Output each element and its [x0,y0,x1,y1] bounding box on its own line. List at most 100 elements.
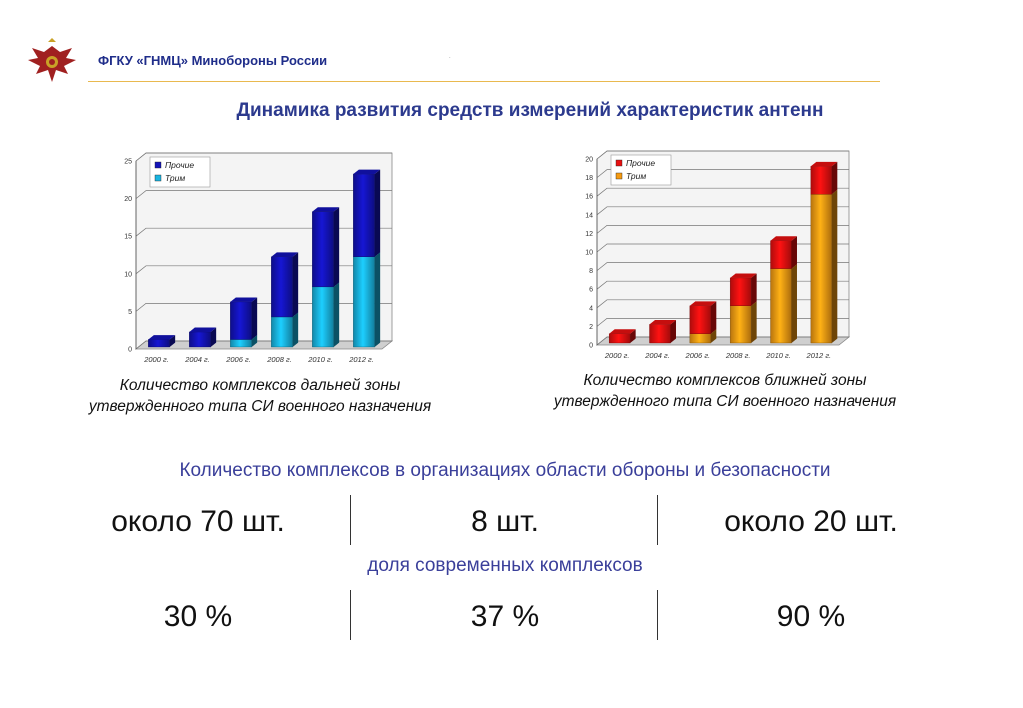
column-divider [350,590,351,640]
column-divider [350,495,351,545]
bar-top [312,207,340,212]
share-3: 90 % [776,600,846,633]
gridline [596,243,849,253]
y-tick-label: 15 [124,234,132,241]
bar-front [312,286,334,348]
bar-side [374,252,381,347]
bar-front [230,339,252,348]
y-tick-label: 4 [589,305,593,312]
bar-side [251,297,258,340]
bar-side [630,329,636,343]
y-tick-label: 5 [128,309,132,316]
y-tick-label: 20 [585,157,593,164]
legend-label: Трим [165,173,185,183]
y-tick-label: 6 [589,287,593,294]
gridline [596,280,849,290]
gridline [135,303,392,312]
x-tick-label: 2008 г. [725,351,751,360]
bar-top [770,236,797,241]
bar-front [353,256,375,348]
header-divider [88,81,880,82]
legend-label: Прочие [626,158,655,168]
bar-front [312,211,334,288]
gridline [135,152,392,162]
bar-front [189,331,211,348]
y-tick-label: 0 [589,343,593,350]
far-zone-caption-line2: утвержденного типа СИ военного назначени… [88,398,432,415]
bar-top [148,335,176,340]
bar-front [689,333,712,344]
legend-swatch [615,159,623,167]
share-2: 37 % [470,600,540,633]
y-tick-label: 16 [585,194,593,201]
far-zone-caption: Количество комплексов дальней зоны утвер… [30,375,490,417]
x-tick-label: 2012 г. [806,351,832,360]
gridline [596,150,849,160]
y-tick-label: 25 [124,159,132,166]
bar-side [791,264,797,343]
column-divider [657,495,658,545]
y-tick-label: 2 [589,324,593,331]
gridline [135,265,392,275]
bar-side [670,320,676,343]
count-2: 8 шт. [471,505,539,538]
page-title: Динамика развития средств измерений хара… [236,100,824,121]
bar-side [751,273,757,306]
x-tick-label: 2006 г. [685,351,711,360]
x-tick-label: 2006 г. [225,355,251,364]
bar-front [230,301,252,340]
y-tick-label: 8 [589,268,593,275]
bar-side [710,329,717,343]
x-tick-label: 2000 г. [604,351,630,360]
legend-label: Трим [626,171,646,181]
bar-side [710,301,717,334]
bar-side [831,161,838,195]
bar-side [333,207,340,287]
bar-side [292,252,299,317]
count-1: около 70 шт. [111,505,285,538]
bar-top [271,252,299,257]
y-tick-label: 0 [128,347,132,354]
gridline [596,225,849,234]
bar-side [251,335,258,347]
near-zone-caption: Количество комплексов ближней зоны утвер… [495,370,955,412]
bar-front [810,166,833,195]
legend-label: Прочие [165,160,194,170]
x-tick-label: 2010 г. [765,351,791,360]
bar-front [608,333,631,344]
bar-front [689,305,712,334]
legend-swatch [154,161,162,169]
bar-top [689,301,717,306]
bar-side [292,312,299,347]
stats-title: Количество комплексов в организациях обл… [179,460,831,481]
near-zone-caption-line2: утвержденного типа СИ военного назначени… [553,393,897,410]
gridline [596,336,849,346]
gridline [135,190,392,199]
count-3: около 20 шт. [724,505,898,538]
bar-top [609,329,636,334]
gridline [596,169,849,178]
bar-front [148,339,170,348]
bar-top [189,327,217,332]
bar-side [751,301,757,343]
y-tick-label: 14 [585,212,593,219]
bar-side [333,282,340,347]
y-tick-label: 18 [585,175,593,182]
bar-side [831,189,838,343]
legend-swatch [154,174,162,182]
near-zone-chart: 0 2 4 6 8 10 12 14 16 18 20 2000 г. 2004 г. 2006 г. 20… [585,150,851,360]
legend-swatch [615,172,623,180]
x-tick-label: 2004 г. [184,355,210,364]
y-tick-label: 12 [585,231,593,238]
gridline [135,227,392,237]
x-tick-label: 2000 г. [143,355,169,364]
bar-front [810,194,833,344]
bar-side [169,335,176,347]
x-tick-label: 2008 г. [266,355,292,364]
bar-side [374,169,381,257]
bar-front [271,256,293,318]
bar-side [791,236,797,269]
far-zone-chart: 0 5 10 15 20 25 2000 г. 2004 г. 2006 г. 2008 г. 20… [124,152,394,364]
bar-top [649,320,676,325]
bar-front [770,240,792,269]
